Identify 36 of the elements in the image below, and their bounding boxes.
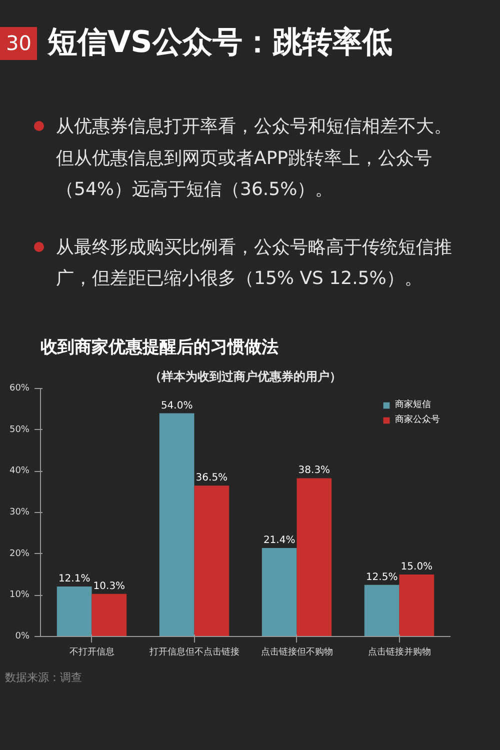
bar bbox=[159, 413, 194, 636]
data-label: 38.3% bbox=[298, 465, 330, 476]
text: 30 bbox=[0, 27, 38, 60]
data-label: 12.5% bbox=[366, 572, 398, 583]
bar bbox=[194, 486, 230, 636]
bar bbox=[92, 594, 127, 636]
x-tick-label: 不打开信息 bbox=[69, 646, 114, 658]
y-tick-label: 30% bbox=[9, 508, 30, 518]
legend-label: 商家公众号 bbox=[395, 414, 440, 426]
text: 短信VS公众号：跳转率低 bbox=[47, 24, 392, 62]
y-tick-label: 20% bbox=[9, 548, 30, 559]
x-tick-label: 打开信息但不点击链接 bbox=[148, 646, 240, 658]
y-tick-label: 40% bbox=[9, 466, 30, 476]
bar bbox=[364, 584, 400, 636]
data-label: 15.0% bbox=[400, 562, 433, 572]
source-note: 数据来源：调查 bbox=[5, 670, 82, 686]
chart-title: 收到商家优惠提醒后的习惯做法 bbox=[40, 338, 278, 358]
bar bbox=[296, 478, 332, 636]
x-tick-label: 点击链接并购物 bbox=[368, 646, 431, 658]
text: 从优惠券信息打开率看，公众号和短信相差不大。但从优惠信息到网页或者APP跳转率上，公众号（54%）远高于短信（36.5%）。 bbox=[56, 115, 453, 202]
bar bbox=[399, 574, 434, 636]
bar bbox=[262, 548, 297, 636]
y-tick-label: 60% bbox=[9, 384, 30, 394]
data-label: 12.1% bbox=[58, 573, 90, 584]
y-tick-label: 50% bbox=[9, 424, 30, 435]
data-label: 10.3% bbox=[93, 580, 126, 592]
chart-subtitle: （样本为收到过商户优惠券的用户） bbox=[150, 370, 342, 384]
x-tick-label: 点击链接但不购物 bbox=[260, 646, 333, 658]
data-label: 54.0% bbox=[160, 400, 193, 412]
y-tick-label: 0% bbox=[15, 632, 30, 642]
bar bbox=[56, 586, 92, 636]
y-tick-label: 10% bbox=[9, 590, 30, 600]
data-label: 36.5% bbox=[196, 472, 228, 484]
legend-label: 商家短信 bbox=[395, 398, 431, 411]
text: 从最终形成购买比例看，公众号略高于传统短信推广，但差距已缩小很多（15% VS 12.5%）。 bbox=[56, 236, 453, 291]
data-label: 21.4% bbox=[263, 535, 296, 546]
